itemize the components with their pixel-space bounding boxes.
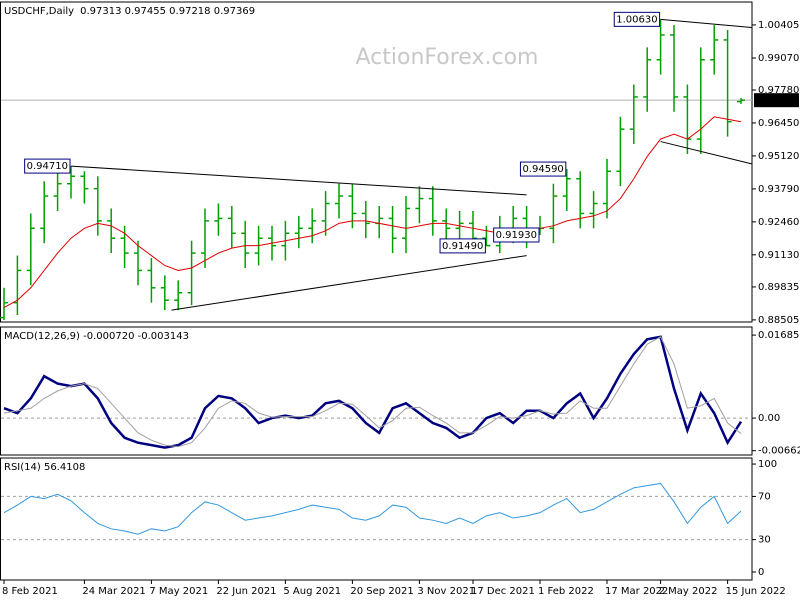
- x-tick-label: 3 Nov 2021: [417, 586, 475, 597]
- annotation: 0.94590: [519, 161, 567, 177]
- annotation-label: 0.91930: [496, 230, 537, 241]
- x-tick-label: 5 Aug 2021: [283, 586, 341, 597]
- x-tick-label: 1 Feb 2022: [538, 586, 594, 597]
- annotation-label: 1.00630: [616, 14, 657, 25]
- annotation: 0.94710: [24, 158, 71, 174]
- annotation-box: [439, 238, 486, 254]
- annotation: 0.91930: [493, 227, 540, 243]
- annotation-label: 0.91490: [442, 241, 483, 252]
- last-price-label: 0.97369: [757, 95, 798, 106]
- ohlc-text: 0.97313 0.97455 0.97218 0.97369: [80, 6, 255, 17]
- y-tick-label: 0.016856: [758, 330, 800, 341]
- annotation-label: 0.94590: [522, 164, 563, 175]
- x-tick-label: 7 May 2021: [149, 586, 208, 597]
- moving-average: [3, 116, 742, 309]
- panel-title: RSI(14) 56.4108: [4, 462, 85, 473]
- annotation-label: 0.94710: [27, 161, 68, 172]
- y-tick-label: 1.00405: [758, 20, 799, 31]
- x-tick-label: 2 May 2022: [659, 586, 718, 597]
- panel: [0, 326, 753, 456]
- panel: [0, 1, 753, 323]
- annotation-box: [519, 161, 567, 177]
- y-tick-label: 0.89835: [758, 282, 799, 293]
- trendline: [171, 255, 527, 311]
- y-tick-label: 0.93790: [758, 184, 799, 195]
- y-tick-label: 0.96450: [758, 118, 799, 129]
- panel-title: MACD(12,26,9) -0.000720 -0.003143: [4, 331, 189, 342]
- y-tick-label: 0: [758, 567, 764, 578]
- x-tick-label: 22 Jun 2021: [216, 586, 276, 597]
- y-tick-label: 70: [758, 491, 771, 502]
- y-tick-label: 0.92460: [758, 217, 799, 228]
- x-tick-label: 20 Sep 2021: [350, 586, 413, 597]
- y-tick-label: 0.97780: [758, 85, 799, 96]
- trendline: [660, 141, 752, 165]
- panel: [0, 457, 753, 581]
- y-tick-label: 0.95120: [758, 151, 799, 162]
- y-tick-label: 0.99070: [758, 53, 799, 64]
- y-tick-label: 0.91130: [758, 250, 799, 261]
- indicator-line: [3, 482, 742, 535]
- y-tick-label: 0.88505: [758, 315, 799, 326]
- last-price-box: [754, 93, 799, 108]
- x-tick-label: 17 Mar 2022: [605, 586, 668, 597]
- indicator-line: [3, 335, 743, 449]
- x-tick-label: 15 Jun 2022: [726, 586, 786, 597]
- x-tick-label: 17 Dec 2021: [471, 586, 535, 597]
- trendline: [70, 165, 527, 196]
- annotation-box: [24, 158, 71, 174]
- y-tick-label: 30: [758, 535, 771, 546]
- annotation-box: [613, 11, 661, 27]
- y-tick-label: -0.006629: [758, 446, 800, 457]
- annotation: 0.91490: [439, 238, 486, 254]
- panel-title: USDCHF,Daily: [4, 6, 74, 17]
- y-tick-label: 100: [758, 459, 777, 470]
- annotation-box: [493, 227, 540, 243]
- y-tick-label: 0.00: [758, 413, 780, 424]
- trendline: [660, 18, 752, 29]
- x-tick-label: 8 Feb 2021: [2, 586, 58, 597]
- annotation: 1.00630: [613, 11, 661, 27]
- watermark: ActionForex.com: [356, 45, 539, 70]
- indicator-line: [3, 336, 742, 448]
- x-tick-label: 24 Mar 2021: [82, 586, 145, 597]
